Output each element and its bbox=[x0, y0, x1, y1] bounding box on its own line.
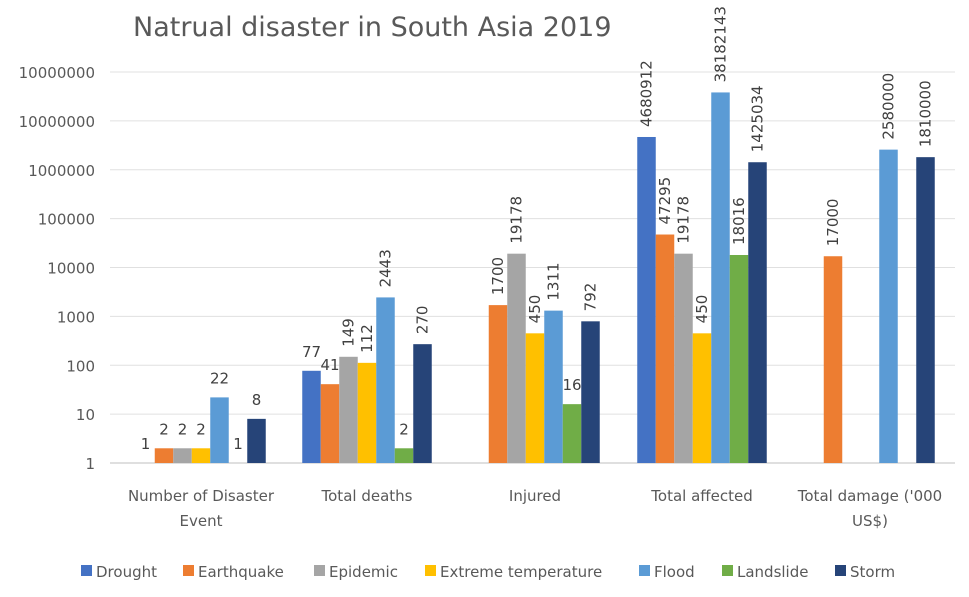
category-label: Number of Disaster bbox=[128, 487, 275, 505]
legend-label: Epidemic bbox=[329, 563, 398, 581]
y-tick-label: 10000000 bbox=[19, 64, 95, 82]
bar bbox=[339, 356, 358, 463]
bar bbox=[154, 448, 174, 463]
bar bbox=[637, 136, 656, 463]
y-tick-label: 100000 bbox=[38, 211, 95, 229]
category-label: Total damage ('000 bbox=[797, 487, 942, 505]
bar bbox=[581, 321, 600, 463]
legend-swatch bbox=[835, 565, 846, 576]
bar bbox=[357, 362, 377, 463]
data-label: 1425034 bbox=[749, 85, 767, 152]
category-label: Injured bbox=[509, 487, 561, 505]
bar bbox=[729, 255, 749, 463]
y-tick-label: 1 bbox=[85, 455, 95, 473]
bar bbox=[692, 333, 712, 463]
bar bbox=[655, 234, 675, 463]
data-label: 1 bbox=[233, 435, 243, 453]
legend-label: Extreme temperature bbox=[440, 563, 602, 581]
category-label: US$) bbox=[852, 512, 888, 530]
data-label: 2 bbox=[399, 420, 409, 438]
data-label: 8 bbox=[252, 391, 262, 409]
legend-label: Storm bbox=[850, 563, 895, 581]
data-label: 149 bbox=[340, 318, 358, 347]
y-tick-label: 1000000 bbox=[28, 162, 95, 180]
data-label: 4680912 bbox=[638, 60, 656, 127]
category-label: Event bbox=[180, 512, 223, 530]
data-label: 19178 bbox=[675, 196, 693, 244]
bar bbox=[748, 162, 767, 463]
legend-swatch bbox=[639, 565, 650, 576]
data-label: 1 bbox=[141, 435, 151, 453]
data-label: 38182143 bbox=[712, 6, 730, 82]
data-label: 1700 bbox=[489, 257, 507, 295]
data-label: 112 bbox=[358, 324, 376, 353]
legend-swatch bbox=[425, 565, 436, 576]
data-label: 17000 bbox=[824, 199, 842, 247]
bar bbox=[562, 404, 582, 463]
bar bbox=[210, 397, 229, 463]
data-label: 2 bbox=[178, 420, 188, 438]
bar bbox=[879, 149, 898, 463]
bar bbox=[376, 297, 395, 463]
data-label: 22 bbox=[210, 369, 229, 387]
data-label: 792 bbox=[582, 283, 600, 312]
data-label: 2443 bbox=[377, 249, 395, 287]
data-label: 270 bbox=[414, 306, 432, 335]
data-label: 41 bbox=[320, 356, 339, 374]
data-label: 47295 bbox=[656, 177, 674, 225]
data-label: 2 bbox=[159, 420, 169, 438]
y-tick-label: 10 bbox=[76, 406, 95, 424]
bar bbox=[302, 370, 321, 463]
legend-label: Flood bbox=[654, 563, 695, 581]
bar bbox=[173, 448, 192, 463]
legend-swatch bbox=[81, 565, 92, 576]
data-label: 450 bbox=[693, 295, 711, 324]
data-label: 77 bbox=[302, 343, 321, 361]
y-tick-label: 10000 bbox=[47, 260, 95, 278]
data-label: 16 bbox=[562, 376, 581, 394]
y-tick-label: 1000 bbox=[57, 308, 95, 326]
bar bbox=[916, 157, 935, 464]
bar bbox=[525, 333, 545, 463]
bar bbox=[320, 384, 340, 463]
bar bbox=[488, 305, 508, 463]
bar bbox=[544, 310, 563, 463]
bar bbox=[247, 418, 266, 463]
legend-swatch bbox=[183, 565, 194, 576]
data-label: 450 bbox=[526, 295, 544, 324]
data-label: 18016 bbox=[730, 197, 748, 245]
data-label: 2580000 bbox=[880, 73, 898, 140]
legend-label: Earthquake bbox=[198, 563, 284, 581]
y-tick-label: 100 bbox=[66, 357, 95, 375]
y-tick-label: 10000000 bbox=[19, 113, 95, 131]
legend-swatch bbox=[314, 565, 325, 576]
legend-label: Landslide bbox=[737, 563, 808, 581]
bar bbox=[823, 256, 843, 463]
bar bbox=[413, 344, 432, 463]
data-label: 2 bbox=[196, 420, 206, 438]
bar bbox=[394, 448, 414, 463]
bar bbox=[507, 253, 526, 463]
category-label: Total deaths bbox=[321, 487, 413, 505]
legend-swatch bbox=[722, 565, 733, 576]
chart-title: Natrual disaster in South Asia 2019 bbox=[133, 12, 612, 43]
category-label: Total affected bbox=[650, 487, 752, 505]
data-label: 19178 bbox=[508, 196, 526, 244]
legend-label: Drought bbox=[96, 563, 157, 581]
data-label: 1311 bbox=[545, 262, 563, 300]
bar bbox=[674, 253, 693, 463]
data-label: 1810000 bbox=[917, 80, 935, 147]
bar bbox=[191, 448, 211, 463]
bar bbox=[711, 92, 730, 463]
